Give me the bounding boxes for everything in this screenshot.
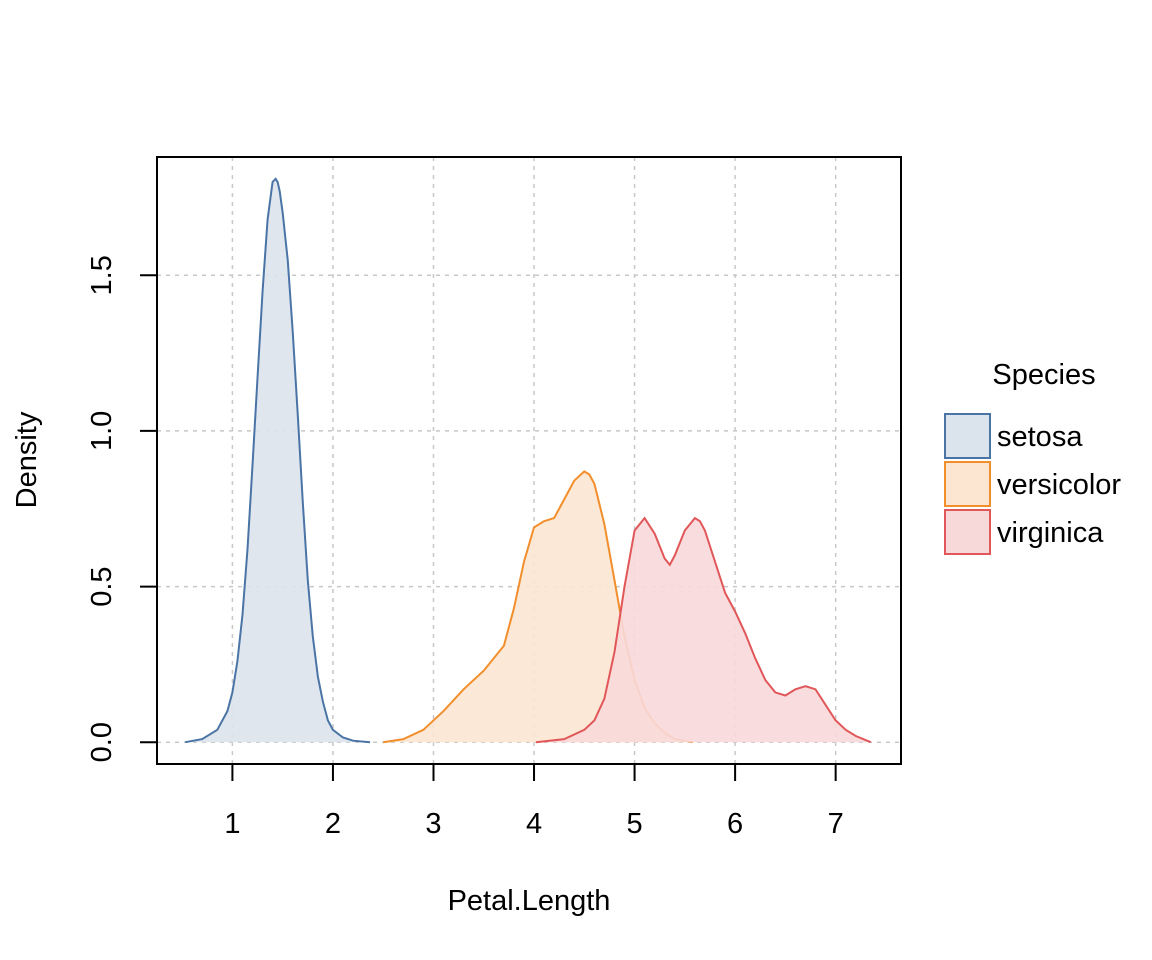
series-layer bbox=[185, 177, 872, 744]
legend: Species setosa versicolor virginica bbox=[944, 359, 1121, 555]
plot-frame bbox=[156, 156, 902, 765]
legend-swatch-setosa bbox=[944, 413, 991, 459]
density-line-virginica bbox=[535, 516, 872, 744]
x-axis-label: Petal.Length bbox=[448, 885, 611, 917]
legend-title: Species bbox=[992, 359, 1095, 391]
density-area-virginica bbox=[536, 518, 871, 743]
x-tick-label: 6 bbox=[727, 808, 743, 840]
x-tick-label: 5 bbox=[626, 808, 642, 840]
x-tick-label: 1 bbox=[224, 808, 240, 840]
y-tick-label: 1.0 bbox=[86, 411, 118, 451]
legend-label-versicolor: versicolor bbox=[997, 469, 1121, 501]
legend-label-setosa: setosa bbox=[997, 421, 1083, 453]
x-tick-label: 4 bbox=[526, 808, 542, 840]
x-axis: 1 2 3 4 5 6 7 bbox=[224, 764, 844, 840]
y-axis: 0.0 0.5 1.0 1.5 bbox=[86, 255, 157, 762]
y-tick-label: 1.5 bbox=[86, 255, 118, 295]
x-tick-label: 3 bbox=[425, 808, 441, 840]
x-tick-label: 2 bbox=[325, 808, 341, 840]
legend-label-virginica: virginica bbox=[997, 517, 1104, 549]
y-tick-label: 0.5 bbox=[86, 566, 118, 606]
legend-swatch-virginica bbox=[944, 509, 991, 555]
density-line-setosa bbox=[185, 177, 371, 744]
y-tick-label: 0.0 bbox=[86, 722, 118, 762]
y-axis-label: Density bbox=[11, 411, 43, 508]
density-area-setosa bbox=[185, 178, 371, 743]
legend-swatch-versicolor bbox=[944, 461, 991, 507]
x-tick-label: 7 bbox=[828, 808, 844, 840]
